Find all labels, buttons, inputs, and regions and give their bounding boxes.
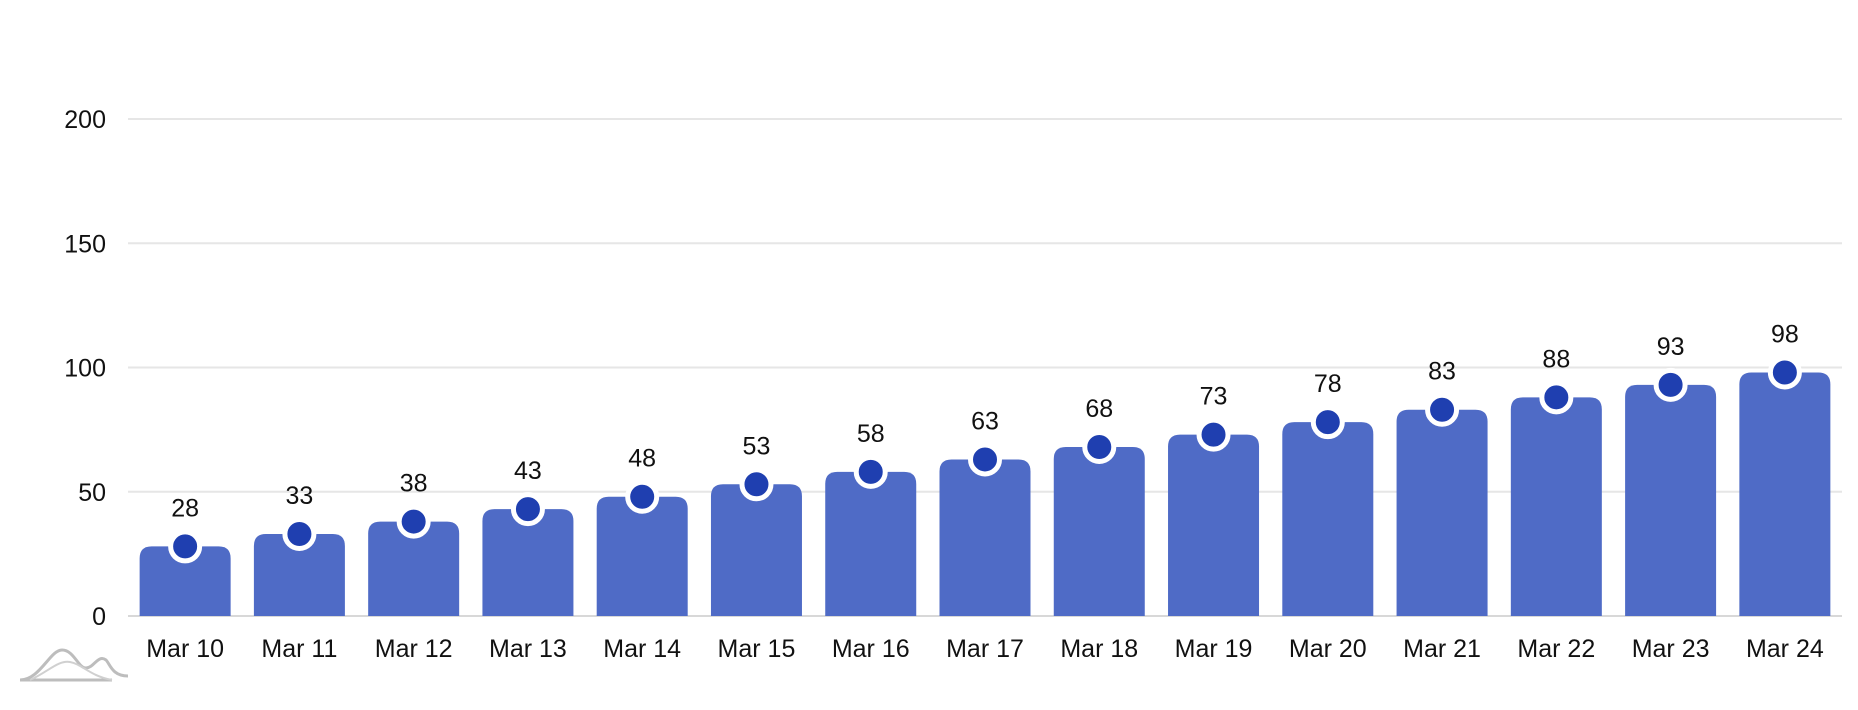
bar bbox=[1625, 384, 1717, 616]
bar bbox=[1510, 397, 1602, 616]
bar-marker bbox=[1196, 417, 1231, 452]
y-tick-label: 100 bbox=[64, 355, 106, 383]
x-tick-label: Mar 12 bbox=[375, 635, 453, 663]
bar bbox=[482, 509, 574, 616]
data-label: 48 bbox=[628, 445, 656, 473]
bar bbox=[1053, 447, 1145, 616]
bar bbox=[710, 484, 802, 616]
y-tick-label: 50 bbox=[78, 479, 106, 507]
bar-marker bbox=[510, 492, 545, 527]
bar bbox=[253, 533, 345, 616]
bar-marker bbox=[739, 467, 774, 502]
bar-marker bbox=[1310, 405, 1345, 440]
x-tick-label: Mar 21 bbox=[1403, 635, 1481, 663]
x-tick-label: Mar 23 bbox=[1632, 635, 1710, 663]
y-tick-label: 150 bbox=[64, 230, 106, 258]
data-label: 93 bbox=[1657, 333, 1685, 361]
bar-marker bbox=[1082, 430, 1117, 465]
data-label: 33 bbox=[285, 482, 313, 510]
x-tick-label: Mar 17 bbox=[946, 635, 1024, 663]
bar-marker bbox=[968, 442, 1002, 477]
y-tick-label: 0 bbox=[92, 603, 106, 631]
bar bbox=[139, 546, 231, 616]
data-label: 78 bbox=[1314, 370, 1342, 398]
bar bbox=[1396, 409, 1488, 616]
data-label: 38 bbox=[400, 470, 428, 498]
x-tick-label: Mar 16 bbox=[832, 635, 910, 663]
x-tick-label: Mar 20 bbox=[1289, 635, 1367, 663]
x-tick-label: Mar 24 bbox=[1746, 635, 1824, 663]
data-labels-layer: 28 33 38 43 48 53 58 63 68 73 78 83 88 93 98 bbox=[171, 320, 1799, 522]
bar bbox=[939, 459, 1031, 616]
bar bbox=[1739, 372, 1831, 616]
bar-marker bbox=[396, 504, 431, 539]
data-label: 28 bbox=[171, 494, 199, 522]
x-tick-label: Mar 15 bbox=[718, 635, 796, 663]
bar bbox=[1168, 434, 1260, 616]
markers-layer bbox=[168, 355, 1802, 564]
data-label: 98 bbox=[1771, 320, 1799, 348]
bar-marker bbox=[1539, 380, 1574, 415]
x-tick-label: Mar 19 bbox=[1175, 635, 1253, 663]
x-tick-label: Mar 14 bbox=[603, 635, 681, 663]
x-tick-label: Mar 13 bbox=[489, 635, 567, 663]
bar-marker bbox=[1425, 392, 1460, 427]
y-tick-label: 200 bbox=[64, 106, 106, 134]
data-label: 43 bbox=[514, 457, 542, 485]
data-label: 83 bbox=[1428, 358, 1456, 386]
bars-layer bbox=[139, 372, 1831, 616]
data-label: 88 bbox=[1542, 345, 1570, 373]
data-label: 63 bbox=[971, 407, 999, 435]
x-axis: Mar 10 Mar 11 Mar 12 Mar 13 Mar 14 Mar 15 Mar … bbox=[146, 635, 1824, 663]
x-tick-label: Mar 22 bbox=[1517, 635, 1595, 663]
bar-marker bbox=[625, 479, 660, 514]
bar-marker bbox=[168, 529, 203, 564]
bar bbox=[825, 471, 917, 616]
bar-marker bbox=[853, 454, 888, 489]
data-label: 58 bbox=[857, 420, 885, 448]
bar bbox=[596, 496, 688, 616]
x-tick-label: Mar 10 bbox=[146, 635, 224, 663]
bar-marker bbox=[282, 516, 317, 551]
bar bbox=[368, 521, 460, 616]
bar-marker bbox=[1653, 367, 1688, 402]
x-tick-label: Mar 18 bbox=[1060, 635, 1138, 663]
chart-logo-icon bbox=[19, 648, 129, 682]
y-axis: 0 50 100 150 200 bbox=[64, 106, 106, 631]
bar bbox=[1282, 422, 1374, 616]
data-label: 73 bbox=[1200, 383, 1228, 411]
bar-marker bbox=[1767, 355, 1802, 390]
x-tick-label: Mar 11 bbox=[261, 635, 337, 663]
data-label: 68 bbox=[1085, 395, 1113, 423]
data-label: 53 bbox=[743, 432, 771, 460]
